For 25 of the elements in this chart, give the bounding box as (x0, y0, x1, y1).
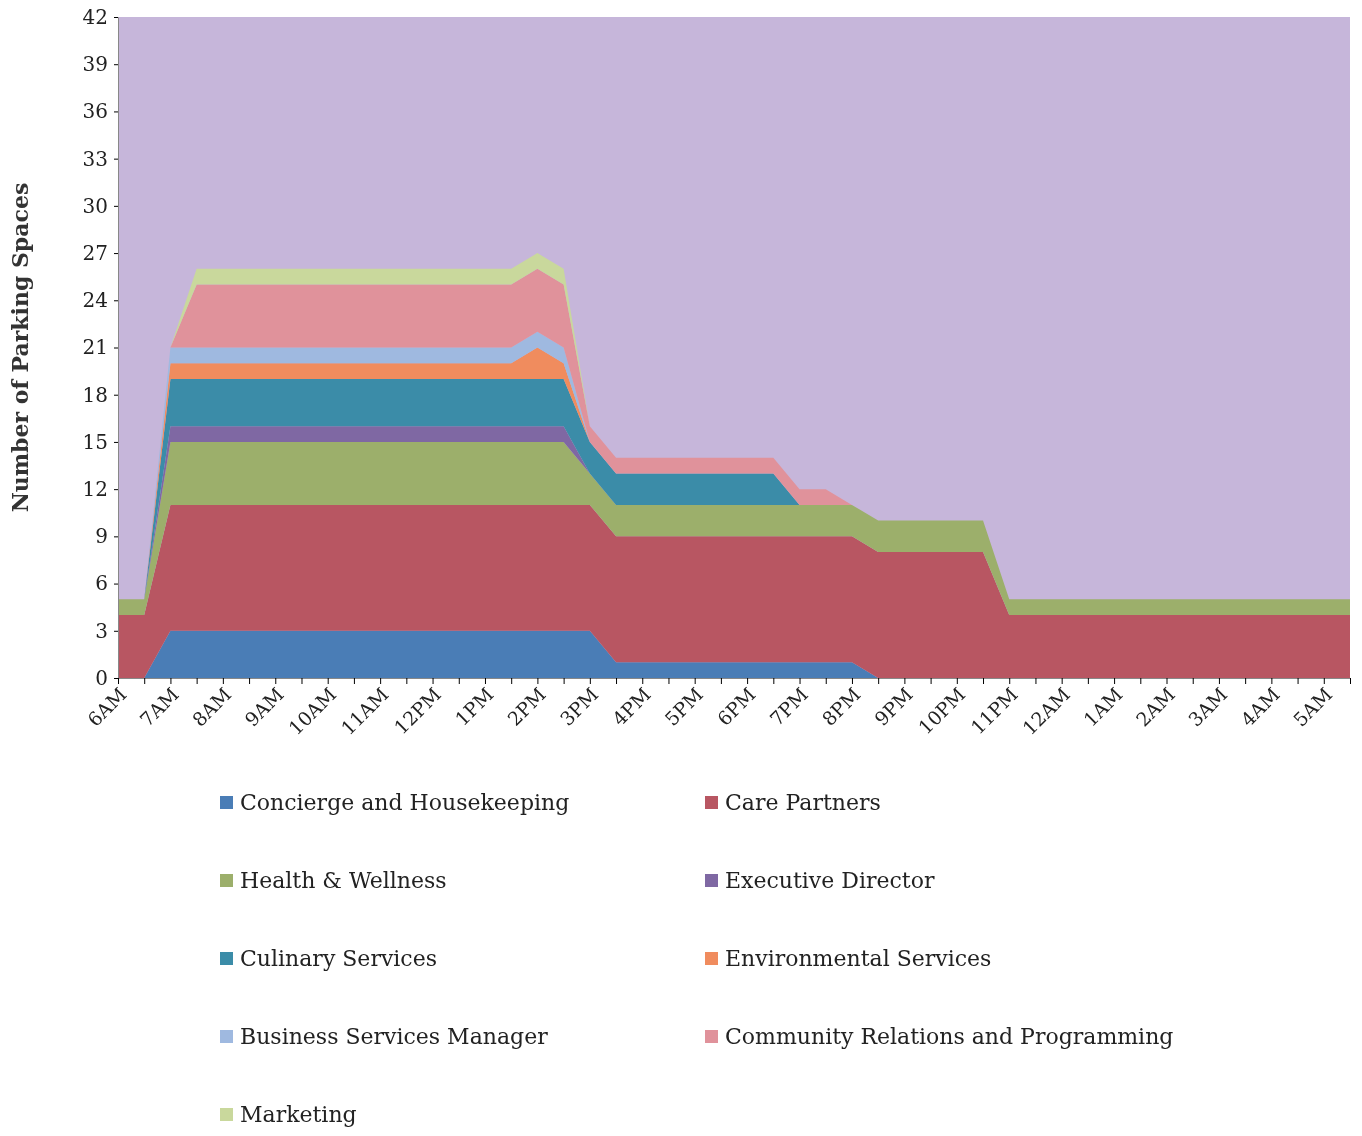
y-tick-label: 6 (95, 571, 108, 596)
y-tick-label: 27 (82, 240, 108, 265)
y-tick-label: 3 (95, 618, 108, 643)
y-tick-label: 24 (82, 288, 108, 313)
y-tick-label: 21 (82, 335, 108, 360)
legend-label: Culinary Services (240, 946, 438, 971)
legend-label: Business Services Manager (240, 1024, 549, 1049)
y-tick-label: 30 (82, 193, 108, 218)
y-axis-title: Number of Parking Spaces (7, 182, 33, 513)
legend-label: Environmental Services (725, 946, 992, 971)
legend-label: Executive Director (725, 868, 935, 893)
legend-label: Marketing (240, 1102, 357, 1127)
y-tick-label: 0 (95, 665, 108, 690)
y-tick-label: 12 (82, 477, 108, 502)
y-tick-label: 39 (82, 52, 108, 77)
y-tick-label: 9 (95, 524, 108, 549)
legend-label: Concierge and Housekeeping (240, 790, 570, 815)
y-tick-label: 42 (82, 4, 108, 29)
y-tick-label: 33 (82, 146, 108, 171)
legend-label: Community Relations and Programming (725, 1024, 1174, 1049)
y-tick-label: 15 (82, 429, 108, 454)
legend-label: Health & Wellness (240, 868, 447, 893)
y-tick-label: 18 (82, 382, 108, 407)
y-tick-label: 36 (82, 99, 108, 124)
legend-label: Care Partners (725, 790, 881, 815)
